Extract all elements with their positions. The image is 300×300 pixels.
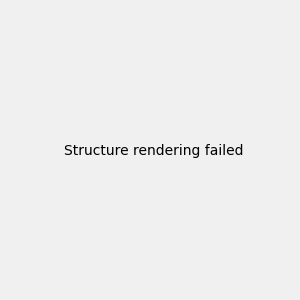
Text: Structure rendering failed: Structure rendering failed [64,145,244,158]
